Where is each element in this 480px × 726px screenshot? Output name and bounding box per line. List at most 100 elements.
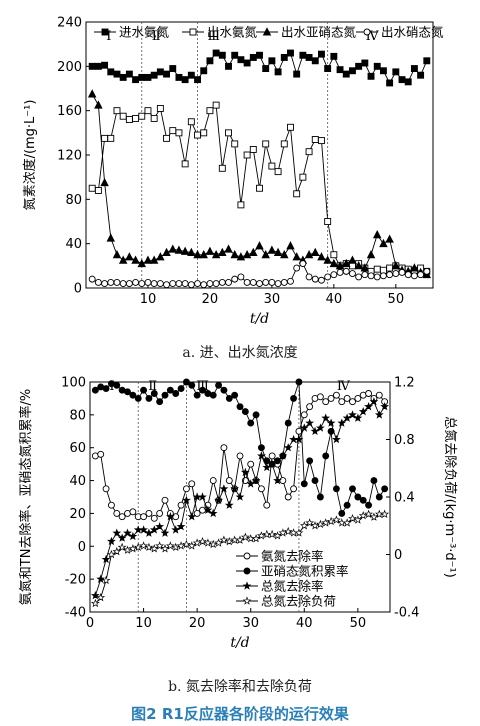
- panel-a-series-3-point: [137, 258, 147, 268]
- panel-a-series-4-point: [256, 280, 263, 288]
- panel-a-series-1-point: [88, 62, 96, 70]
- panel-a-series-2-point: [194, 131, 201, 139]
- panel-b-series-1-point: [375, 391, 383, 399]
- panel-b-series-4-point: [165, 541, 175, 550]
- panel-a-x-tick-label: 40: [326, 292, 343, 307]
- panel-a-series-1-point: [392, 68, 400, 76]
- panel-a-x-tick-label: 20: [202, 292, 219, 307]
- panel-b-series-1-point: [354, 394, 362, 402]
- panel-a-series-3-point: [410, 263, 419, 272]
- panel-b-series-1-point: [199, 506, 206, 514]
- panel-a-series-4-point: [169, 280, 177, 288]
- panel-a-y-tick-label: 120: [57, 149, 82, 164]
- panel-b-series-4-point: [353, 515, 363, 524]
- panel-a-series-1-point: [398, 76, 406, 84]
- panel-a-series-1-point: [373, 62, 381, 70]
- panel-b-series-3-point: [374, 410, 384, 419]
- panel-a-legend-label-4: 出水硝态氮: [381, 25, 444, 40]
- panel-a-series-3-point: [180, 246, 190, 255]
- panel-a-series-4-point: [107, 279, 115, 286]
- caption-panel-a: a. 进、出水氮浓度: [182, 345, 298, 361]
- panel-b-series-4-point: [364, 509, 373, 519]
- panel-a-series-1-point: [274, 68, 282, 76]
- panel-b-series-2-point: [338, 509, 346, 517]
- panel-a-x-axis-label: t/d: [250, 311, 269, 327]
- panel-a-y-tick-label: 40: [65, 237, 82, 252]
- panel-b-series-2-point: [113, 381, 121, 389]
- panel-b-series-1-point: [140, 513, 148, 521]
- panel-b-y2-tick-label: 0.4: [394, 491, 415, 506]
- panel-b-series-4-point: [155, 541, 165, 550]
- panel-b-series-4-point: [267, 529, 277, 539]
- panel-b-series-3-point: [273, 476, 282, 485]
- panel-a-series-4-point: [355, 273, 363, 281]
- panel-b-series-2-point: [91, 386, 99, 394]
- panel-b-series-3-point: [230, 484, 240, 493]
- panel-b-series-1-point: [263, 501, 271, 509]
- panel-b-series-4-point: [187, 541, 197, 550]
- panel-b-series-4-point: [176, 541, 186, 550]
- panel-b-series-1-point: [150, 514, 158, 522]
- panel-b-y2-axis-label: 总氮去除负荷/(kg·m⁻³·d⁻¹): [442, 416, 457, 578]
- panel-b-series-4-point: [123, 545, 132, 554]
- panel-b-series-4-point: [299, 521, 309, 530]
- panel-b-series-3-point: [90, 590, 100, 600]
- panel-a-series-4-point: [367, 272, 375, 280]
- panel-b-series-4-point: [117, 542, 127, 552]
- panel-a-legend-label-2: 出水氨氮: [207, 25, 258, 40]
- panel-a-y-axis-label: 氮素浓度/(mg·L⁻¹): [22, 100, 38, 211]
- panel-a-series-2-point: [237, 201, 245, 209]
- panel-b-series-3-point: [267, 459, 277, 468]
- panel-a-series-1-point: [181, 76, 189, 84]
- panel-a-series-4-point: [150, 280, 158, 288]
- panel-b-series-1-point: [107, 501, 115, 509]
- panel-b-series-1-point: [177, 501, 185, 509]
- panel-b-series-3-point: [203, 505, 213, 514]
- panel-b-series-4-point: [96, 593, 106, 602]
- panel-b-series-4-point: [144, 542, 154, 552]
- panel-b-series-1-point: [145, 509, 153, 517]
- panel-b-y2-tick-label: 0: [394, 548, 402, 563]
- panel-a-series-3-point: [273, 247, 283, 256]
- panel-a-series-1-point: [330, 52, 338, 60]
- panel-b-series-2-point: [134, 394, 142, 402]
- panel-a-series-3-point: [292, 252, 301, 261]
- panel-a-series-3-point: [174, 245, 184, 254]
- panel-a-series-1-point: [107, 68, 115, 76]
- panel-b-series-2-point: [182, 378, 190, 386]
- panel-a-phase-label-2: Ⅱ: [152, 29, 161, 44]
- panel-b-series-3-point: [251, 476, 261, 485]
- panel-a-y-tick-label: 80: [65, 193, 82, 208]
- panel-a-series-3-point: [366, 249, 376, 259]
- panel-b-series-2-point: [166, 386, 174, 394]
- panel-b-x-axis-label: t/d: [230, 635, 249, 651]
- panel-b-series-2-point: [220, 386, 228, 394]
- panel-b-series-2-point: [359, 496, 367, 504]
- panel-a-series-1-point: [361, 59, 369, 67]
- panel-a-series-2-point: [144, 107, 152, 115]
- panel-a-series-2-point: [101, 134, 109, 142]
- panel-b-series-2-point: [365, 501, 373, 509]
- panel-b-series-1-point: [172, 513, 180, 521]
- panel-a-series-4-point: [361, 271, 369, 279]
- panel-a-series-2-point: [299, 173, 307, 181]
- panel-a-series-4-point: [101, 280, 109, 288]
- panel-a-series-2-point: [330, 251, 338, 259]
- panel-a-series-1-point: [305, 54, 313, 61]
- panel-a-series-4-point: [423, 267, 431, 275]
- panel-b-series-4-point: [310, 521, 320, 530]
- panel-b-series-3-point: [117, 533, 127, 542]
- panel-b-series-2-point: [295, 378, 303, 386]
- panel-b-series-1-point: [306, 403, 314, 411]
- panel-b-series-1-point: [220, 444, 228, 452]
- panel-b-series-4-point: [358, 511, 368, 520]
- panel-a-series-3-point: [112, 249, 122, 259]
- panel-a-series-2-point: [94, 187, 102, 194]
- panel-a-series-3-point: [162, 247, 171, 256]
- panel-a-legend-marker-1: [101, 28, 109, 36]
- panel-a-series-1-point: [125, 70, 133, 78]
- panel-b-legend-label-3: 总氮去除率: [261, 579, 324, 594]
- panel-a-series-4-point: [218, 279, 226, 286]
- panel-a-series-3-point: [323, 255, 332, 264]
- panel-a-phase-label-3: Ⅲ: [208, 29, 221, 44]
